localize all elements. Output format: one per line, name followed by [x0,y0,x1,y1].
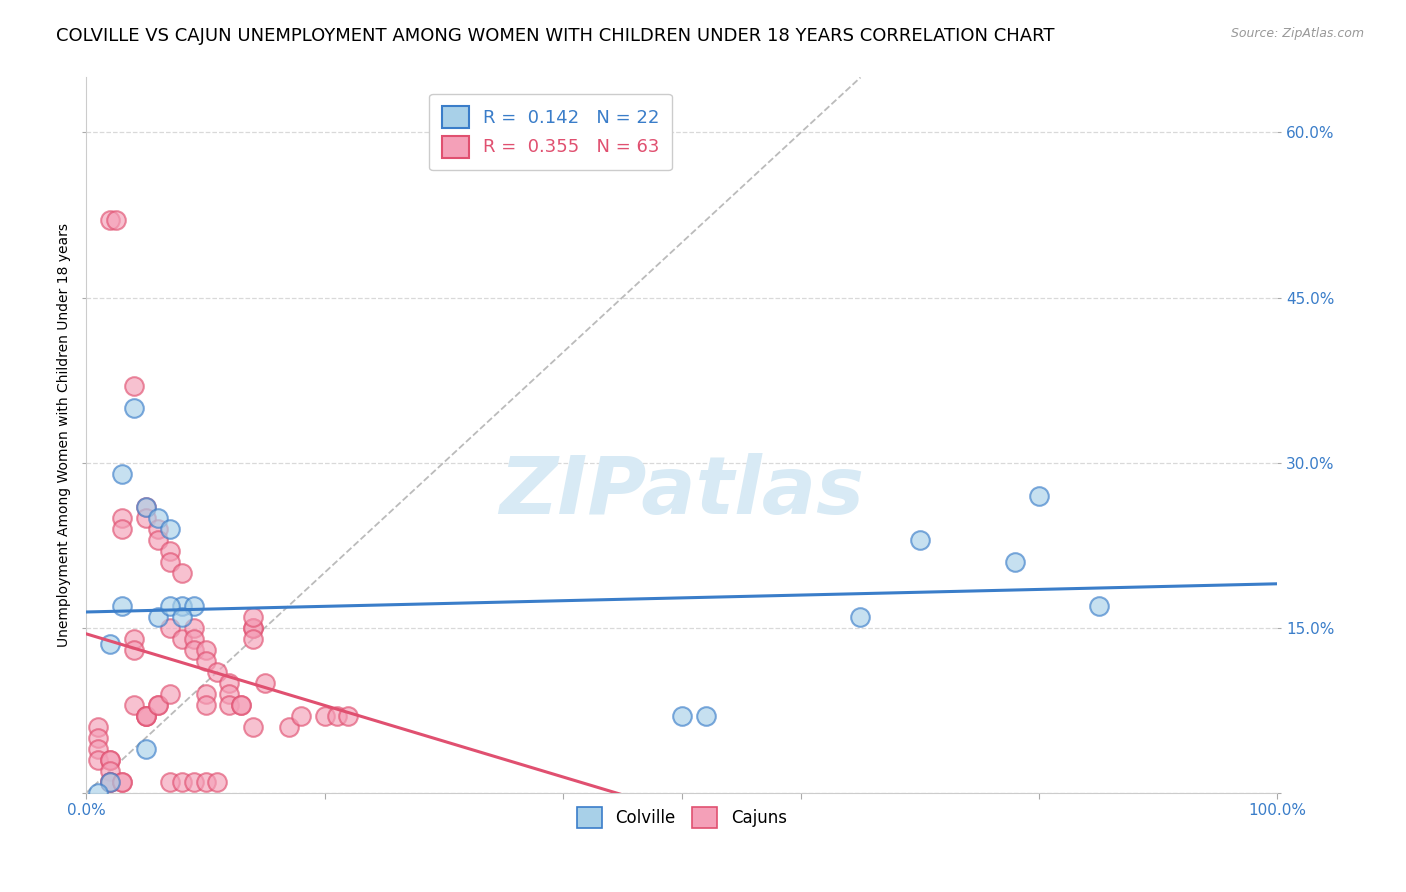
Point [98,213,121,227]
Point [122,642,145,657]
Point [671,708,693,723]
Point [98,637,121,651]
Point [159,621,181,635]
Point [242,621,264,635]
Point [159,555,181,569]
Point [1028,489,1050,503]
Point [1004,555,1026,569]
Point [183,642,205,657]
Point [135,708,157,723]
Point [242,720,264,734]
Point [254,675,277,690]
Point [135,500,157,514]
Point [111,774,134,789]
Point [170,632,193,646]
Point [135,510,157,524]
Point [231,698,253,712]
Point [194,654,217,668]
Point [87,731,110,745]
Point [135,708,157,723]
Point [170,599,193,613]
Point [695,708,717,723]
Point [314,708,336,723]
Point [122,698,145,712]
Legend: Colville, Cajuns: Colville, Cajuns [571,801,793,834]
Point [146,698,169,712]
Point [87,753,110,767]
Point [277,720,299,734]
Point [908,533,931,547]
Point [159,522,181,536]
Point [170,566,193,580]
Point [146,698,169,712]
Point [194,642,217,657]
Point [183,632,205,646]
Point [194,687,217,701]
Point [849,609,872,624]
Point [98,774,121,789]
Point [135,741,157,756]
Point [159,599,181,613]
Text: COLVILLE VS CAJUN UNEMPLOYMENT AMONG WOMEN WITH CHILDREN UNDER 18 YEARS CORRELAT: COLVILLE VS CAJUN UNEMPLOYMENT AMONG WOM… [56,27,1054,45]
Point [98,764,121,778]
Y-axis label: Unemployment Among Women with Children Under 18 years: Unemployment Among Women with Children U… [58,223,72,647]
Point [87,786,110,800]
Point [183,774,205,789]
Point [98,774,121,789]
Point [111,467,134,481]
Point [111,510,134,524]
Point [231,698,253,712]
Point [135,500,157,514]
Point [170,774,193,789]
Point [105,213,128,227]
Point [146,533,169,547]
Text: ZIPatlas: ZIPatlas [499,453,865,532]
Point [146,609,169,624]
Point [122,632,145,646]
Point [98,774,121,789]
Point [242,632,264,646]
Point [183,599,205,613]
Point [98,753,121,767]
Point [159,687,181,701]
Point [218,698,240,712]
Text: Source: ZipAtlas.com: Source: ZipAtlas.com [1230,27,1364,40]
Point [337,708,360,723]
Point [135,708,157,723]
Point [183,621,205,635]
Point [207,665,229,679]
Point [159,774,181,789]
Point [218,687,240,701]
Point [122,378,145,392]
Point [1087,599,1109,613]
Point [111,774,134,789]
Point [146,510,169,524]
Point [170,609,193,624]
Point [325,708,347,723]
Point [207,774,229,789]
Point [290,708,312,723]
Point [159,543,181,558]
Point [87,720,110,734]
Point [122,401,145,415]
Point [242,609,264,624]
Point [146,522,169,536]
Point [194,774,217,789]
Point [242,621,264,635]
Point [111,599,134,613]
Point [87,741,110,756]
Point [218,675,240,690]
Point [98,753,121,767]
Point [194,698,217,712]
Point [111,522,134,536]
